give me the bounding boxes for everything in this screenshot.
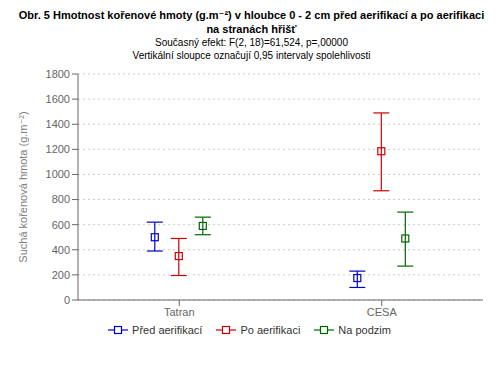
html-text:Současný efekt: F(2, 18)=61,52: Současný efekt: F(2, 18)=61,524, p=,0000… (155, 37, 348, 48)
svg-text:1200: 1200 (46, 143, 70, 155)
html-text:na stranách hřišť: na stranách hřišť (206, 23, 297, 35)
html-text:Před aerifikací: Před aerifikací (132, 324, 203, 336)
svg-text:800: 800 (52, 193, 70, 205)
html-text:Na podzim: Na podzim (338, 324, 391, 336)
svg-text:Suchá kořenová hmota (g.m⁻²): Suchá kořenová hmota (g.m⁻²) (17, 111, 29, 262)
svg-text:0: 0 (64, 294, 70, 306)
html-text:Po aerifikaci: Po aerifikaci (240, 324, 301, 336)
html-text:Obr. 5 Hmotnost kořenové hmoty: Obr. 5 Hmotnost kořenové hmoty (g.m⁻²) v… (18, 9, 485, 21)
svg-text:Tatran: Tatran (164, 306, 195, 318)
svg-text:200: 200 (52, 269, 70, 281)
svg-text:1000: 1000 (46, 168, 70, 180)
svg-text:400: 400 (52, 244, 70, 256)
svg-text:600: 600 (52, 219, 70, 231)
svg-text:1600: 1600 (46, 93, 70, 105)
svg-text:1800: 1800 (46, 68, 70, 80)
html-text:Vertikální sloupce označují 0,: Vertikální sloupce označují 0,95 interva… (132, 50, 371, 61)
svg-text:1400: 1400 (46, 118, 70, 130)
svg-text:CESA: CESA (367, 306, 398, 318)
